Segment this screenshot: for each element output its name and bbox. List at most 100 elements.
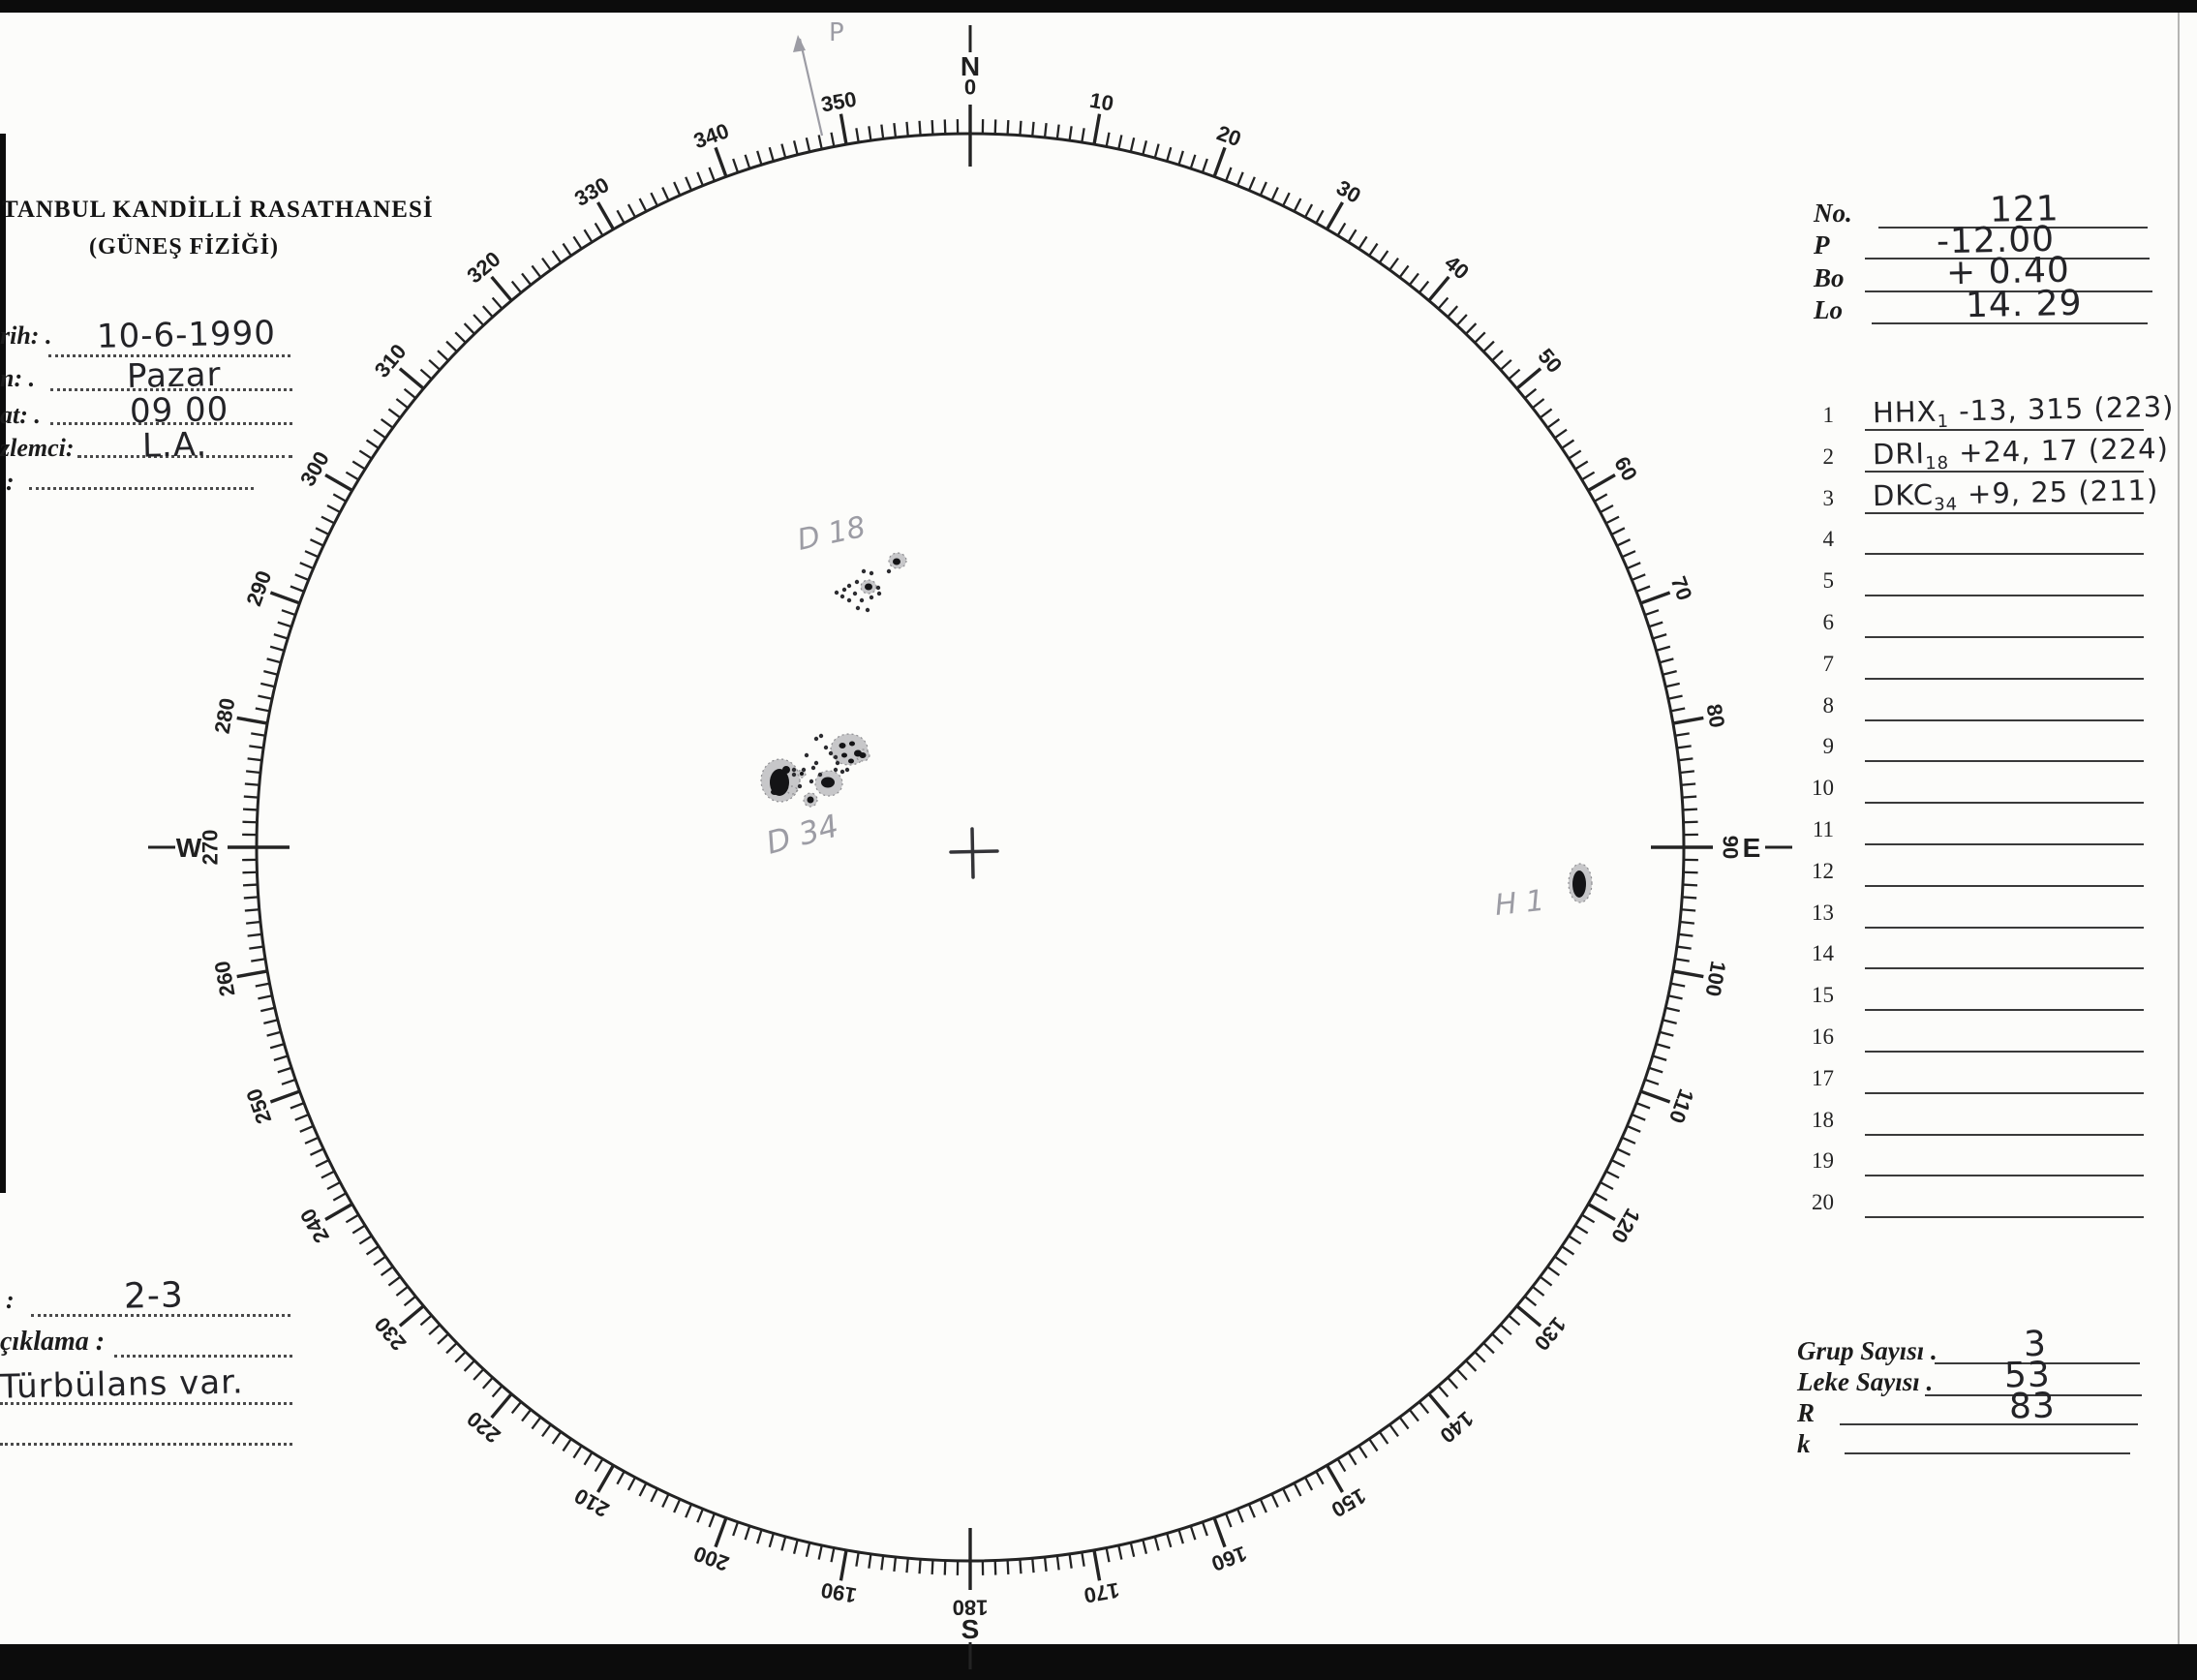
group-list-row-line [1865,967,2144,970]
solar-limb-circle [255,132,1686,1563]
sunspot-pore [854,579,860,585]
sunspot-umbra [859,752,867,758]
group-list-row-line [1865,1009,2144,1012]
sunspot-pore [835,760,840,766]
sunspot-umbra [849,741,855,747]
summary-label-groups: Grup Sayısı . [1797,1336,1938,1365]
group-list-row-line [1865,884,2144,887]
field-label-date: rih: . [0,321,52,350]
degree-label-310: 310 [370,339,412,382]
degree-label-130: 130 [1530,1312,1571,1355]
sunspot-penumbra [786,785,798,795]
sunspot-pore [801,767,807,773]
svg-text:S: S [961,1614,980,1644]
degree-ticks [236,113,1704,1581]
sunspot-pore [865,607,870,613]
group-list-row-number: 19 [1812,1148,1834,1174]
field-label-extra: : [6,468,15,496]
group-list-row-line [1865,595,2144,597]
remarks-label: çıklama : [0,1327,106,1357]
sunspot-umbra [839,743,846,748]
seeing-line [31,1314,290,1317]
degree-label-320: 320 [462,247,504,289]
field-label-no: No. [1814,199,1852,228]
degree-label-150: 150 [1327,1483,1370,1522]
sunspot-umbra [807,796,814,804]
degree-label-190: 190 [819,1577,859,1607]
group-list-row-line [1865,802,2144,805]
group-list-row-line [1865,760,2144,763]
sunspot-group-D18: D 18 [794,510,907,613]
sunspot-pore [809,779,814,784]
field-label-p: P [1814,230,1830,260]
sunspot-pore [833,754,839,760]
group-list-row-number: 17 [1812,1065,1834,1090]
sunspot-group-label-H1: H 1 [1493,884,1546,923]
sunspot-pore [791,767,797,773]
degree-label-340: 340 [690,118,732,153]
degree-label-140: 140 [1435,1407,1478,1449]
group-list-row-number: 4 [1822,527,1835,552]
sunspot-pore [841,587,847,593]
field-line-date [48,354,290,357]
group-list-row-number: 3 [1822,485,1835,510]
sunspot-pore [828,750,834,756]
group-list-row-line [1865,843,2144,845]
sunspot-pore [834,590,839,596]
group-list-row-line [1865,429,2144,431]
group-list-row-line [1865,1051,2144,1053]
svg-text:E: E [1743,833,1761,863]
sunspot-umbra [848,758,854,764]
group-list-row-line [1865,1216,2144,1219]
group-list-row-number: 9 [1822,734,1835,759]
sunspot-group-label-D18: D 18 [794,510,869,558]
field-label-lo: Lo [1814,295,1843,324]
sunspot-pore [791,772,797,778]
field-line-no [1878,227,2148,229]
degree-label-350: 350 [819,87,859,117]
sunspot-pore [869,595,874,600]
cardinal-mark-E: 90 E [1651,833,1792,863]
degree-label-60: 60 [1609,452,1642,485]
group-list-row-number: 10 [1812,776,1834,801]
sunspot-pore [855,605,861,611]
sunspot-pore [886,568,892,574]
field-line-p [1865,258,2150,260]
summary-label-r: R [1797,1398,1816,1427]
svg-text:0: 0 [964,76,976,100]
group-list-row-number: 5 [1822,568,1835,594]
scan-crease-line [2178,13,2180,1644]
degree-label-230: 230 [370,1312,412,1355]
group-list-row-number: 14 [1812,941,1834,966]
group-list-row-line [1865,470,2144,473]
degree-label-70: 70 [1666,573,1697,604]
scan-border-bottom [0,1644,2197,1680]
group-list-row-line [1865,677,2144,680]
degree-label-250: 250 [241,1085,276,1127]
sunspot-pore [818,733,824,739]
summary-line-r [1840,1423,2138,1425]
sunspot-pore [839,769,845,775]
sunspot-umbra [800,772,804,776]
svg-text:180: 180 [953,1595,989,1619]
sunspot-umbra [841,752,847,758]
group-list-row-number: 7 [1822,651,1835,676]
group-list-row-number: 2 [1822,443,1835,469]
group-list-row-number: 11 [1812,817,1834,841]
seeing-label: : [6,1286,15,1314]
sunspot-pore [839,594,845,599]
degree-label-260: 260 [210,960,240,999]
degree-label-10: 10 [1088,88,1115,116]
sunspot-pore [846,597,852,603]
degree-label-170: 170 [1083,1577,1122,1607]
sunspot-pore [846,583,852,589]
scan-border-left [0,134,6,1193]
sunspot-pore [797,783,803,789]
sunspot-pore [813,736,819,742]
svg-text:270: 270 [198,830,223,866]
degree-label-110: 110 [1664,1085,1699,1126]
group-list-row-number: 16 [1812,1024,1834,1049]
summary-line-groups [1935,1362,2140,1364]
